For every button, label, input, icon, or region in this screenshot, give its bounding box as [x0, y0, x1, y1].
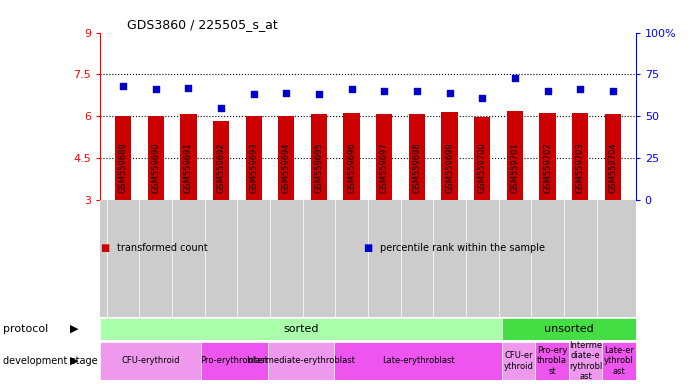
- Text: percentile rank within the sample: percentile rank within the sample: [380, 243, 545, 253]
- Point: [117, 83, 129, 89]
- Text: sorted: sorted: [283, 324, 319, 334]
- Point: [477, 95, 488, 101]
- Bar: [311, 114, 327, 200]
- Bar: [267, 342, 334, 380]
- Text: Pro-ery
throbla
st: Pro-ery throbla st: [537, 346, 567, 376]
- Text: ■: ■: [100, 243, 109, 253]
- Bar: [507, 111, 523, 200]
- Text: Interme
diate-e
rythrobl
ast: Interme diate-e rythrobl ast: [569, 341, 602, 381]
- Point: [150, 86, 161, 93]
- Point: [607, 88, 618, 94]
- Bar: [200, 342, 267, 380]
- Bar: [343, 113, 360, 200]
- Text: ■: ■: [363, 243, 372, 253]
- Point: [542, 88, 553, 94]
- Bar: [605, 114, 621, 200]
- Text: unsorted: unsorted: [544, 324, 594, 334]
- Text: CFU-er
ythroid: CFU-er ythroid: [504, 351, 533, 371]
- Point: [183, 85, 194, 91]
- Point: [575, 86, 586, 93]
- Point: [411, 88, 422, 94]
- Bar: [245, 116, 262, 200]
- Text: ▶: ▶: [70, 324, 79, 334]
- Bar: [334, 342, 502, 380]
- Bar: [148, 116, 164, 200]
- Point: [509, 74, 520, 81]
- Bar: [100, 342, 200, 380]
- Bar: [115, 116, 131, 200]
- Text: protocol: protocol: [3, 324, 48, 334]
- Point: [444, 90, 455, 96]
- Point: [314, 91, 325, 98]
- Text: Intermediate-erythroblast: Intermediate-erythroblast: [247, 356, 355, 366]
- Bar: [442, 112, 457, 200]
- Bar: [540, 113, 556, 200]
- Bar: [536, 342, 569, 380]
- Text: Late-erythroblast: Late-erythroblast: [382, 356, 455, 366]
- Bar: [180, 114, 196, 200]
- Point: [248, 91, 259, 98]
- Text: transformed count: transformed count: [117, 243, 208, 253]
- Point: [281, 90, 292, 96]
- Bar: [409, 114, 425, 200]
- Bar: [502, 318, 636, 340]
- Bar: [603, 342, 636, 380]
- Bar: [474, 117, 491, 200]
- Bar: [278, 116, 294, 200]
- Text: Late-er
ythrobl
ast: Late-er ythrobl ast: [604, 346, 634, 376]
- Text: ▶: ▶: [70, 356, 79, 366]
- Text: development stage: development stage: [3, 356, 98, 366]
- Point: [216, 105, 227, 111]
- Bar: [213, 121, 229, 200]
- Bar: [376, 114, 392, 200]
- Text: CFU-erythroid: CFU-erythroid: [121, 356, 180, 366]
- Bar: [569, 342, 603, 380]
- Point: [379, 88, 390, 94]
- Text: GDS3860 / 225505_s_at: GDS3860 / 225505_s_at: [127, 18, 278, 31]
- Point: [346, 86, 357, 93]
- Text: Pro-erythroblast: Pro-erythroblast: [200, 356, 268, 366]
- Bar: [572, 113, 588, 200]
- Bar: [502, 342, 536, 380]
- Bar: [100, 318, 502, 340]
